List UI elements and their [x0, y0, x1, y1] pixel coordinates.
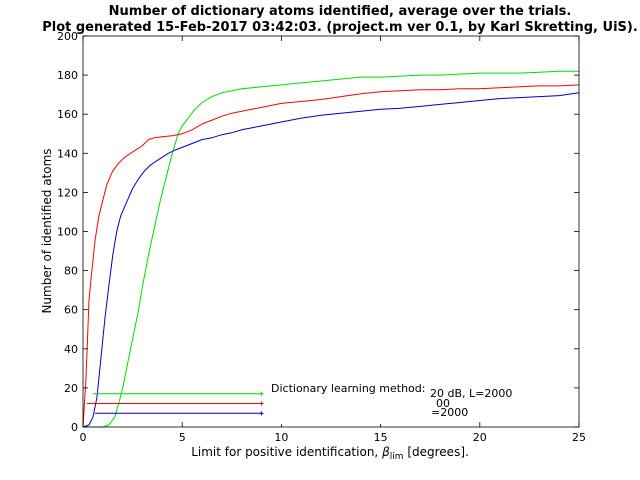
y-tick-label-7: 140	[57, 147, 78, 160]
y-tick-label-5: 100	[57, 226, 78, 239]
series-end-marker-4	[259, 391, 264, 396]
chart-title-line-1: Number of dictionary atoms identified, a…	[109, 4, 572, 19]
y-tick-label-4: 80	[64, 265, 78, 278]
series-end-marker-5	[259, 401, 264, 406]
y-tick-label-10: 200	[57, 30, 78, 43]
x-tick-label-5: 25	[572, 431, 586, 444]
series-line-2	[82, 84, 580, 428]
legend-entry-1: 20 dB, L=2000	[430, 387, 512, 400]
legend-entry-3: =2000	[431, 406, 468, 419]
x-axis-label-suffix: [degrees].	[404, 445, 469, 459]
legend-entry-2: 00	[436, 397, 450, 410]
legend-box	[267, 378, 425, 424]
y-tick-label-8: 160	[57, 108, 78, 121]
x-axis-label-prefix: Limit for positive identification,	[191, 445, 382, 459]
x-axis-label-subscript: lim	[390, 452, 404, 462]
x-axis-label-symbol: β	[381, 445, 390, 459]
x-tick-label-1: 5	[179, 431, 186, 444]
y-tick-label-0: 0	[71, 421, 78, 434]
legend: Dictionary learning method: 20 dB, L=200…	[267, 378, 512, 424]
legend-title: Dictionary learning method:	[271, 382, 425, 395]
y-tick-label-1: 20	[64, 382, 78, 395]
plot-series	[82, 70, 580, 428]
y-tick-label-9: 180	[57, 69, 78, 82]
y-tick-label-3: 60	[64, 304, 78, 317]
series-end-marker-6	[259, 411, 264, 416]
series-line-3	[82, 92, 580, 428]
chart-title-line-2: Plot generated 15-Feb-2017 03:42:03. (pr…	[42, 20, 638, 35]
x-tick-label-2: 10	[274, 431, 288, 444]
x-tick-label-3: 15	[374, 431, 388, 444]
y-axis-label: Number of identified atoms	[40, 148, 54, 313]
y-axis-ticks: 0 20 40 60 80 100 120 140 160 180 200	[57, 30, 579, 434]
x-tick-label-4: 20	[473, 431, 487, 444]
y-tick-label-2: 40	[64, 343, 78, 356]
x-axis-label: Limit for positive identification, βlim …	[191, 445, 469, 462]
x-tick-label-0: 0	[80, 431, 87, 444]
y-tick-label-6: 120	[57, 186, 78, 199]
series-line-1	[83, 70, 579, 428]
x-axis-ticks: 0 5 10 15 20 25	[80, 36, 586, 444]
